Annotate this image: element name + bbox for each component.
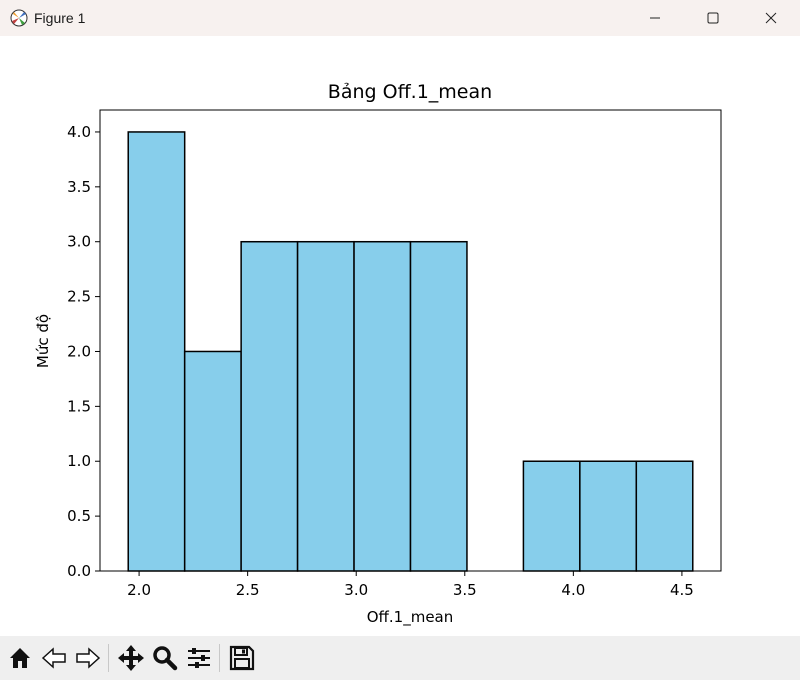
figure-canvas: Bảng Off.1_mean Off.1_mean Mức độ 2.0 2.5… xyxy=(0,36,800,636)
histogram-bar xyxy=(127,131,186,572)
y-tick-label: 4.0 xyxy=(67,123,91,141)
histogram-bar xyxy=(635,460,694,572)
back-button[interactable] xyxy=(38,642,70,674)
y-tick-label: 0.5 xyxy=(67,507,91,525)
maximize-button[interactable] xyxy=(684,0,742,36)
window-title: Figure 1 xyxy=(34,10,86,26)
x-tick-label: 2.0 xyxy=(127,581,151,599)
histogram-bar xyxy=(353,240,412,572)
histogram-bar xyxy=(240,240,299,572)
chart-title: Bảng Off.1_mean xyxy=(328,81,492,103)
bars-group xyxy=(127,131,694,572)
pan-icon xyxy=(118,645,144,671)
y-tick-label: 2.5 xyxy=(67,288,91,306)
back-icon xyxy=(41,647,66,669)
y-tick-label: 2.0 xyxy=(67,342,91,360)
forward-button[interactable] xyxy=(72,642,104,674)
pan-button[interactable] xyxy=(115,642,147,674)
y-ticks-group: 0.0 0.5 1.0 1.5 2.0 2.5 3.0 3.5 4.0 xyxy=(67,123,100,580)
save-icon xyxy=(229,645,255,671)
maximize-icon xyxy=(707,12,719,24)
x-tick-label: 4.5 xyxy=(670,581,694,599)
histogram-bar xyxy=(409,240,468,572)
y-tick-label: 1.0 xyxy=(67,452,91,470)
histogram-chart: Bảng Off.1_mean Off.1_mean Mức độ 2.0 2.5… xyxy=(34,81,722,627)
close-button[interactable] xyxy=(742,0,800,36)
x-tick-label: 4.0 xyxy=(561,581,585,599)
window-controls xyxy=(626,0,800,36)
y-axis-label: Mức độ xyxy=(34,314,52,368)
histogram-bar xyxy=(579,460,638,572)
minimize-icon xyxy=(650,17,660,19)
zoom-button[interactable] xyxy=(149,642,181,674)
matplotlib-icon xyxy=(10,9,28,27)
x-tick-label: 3.5 xyxy=(453,581,477,599)
y-tick-label: 3.0 xyxy=(67,233,91,251)
configure-subplots-button[interactable] xyxy=(183,642,215,674)
close-icon xyxy=(765,12,777,24)
home-icon xyxy=(10,648,30,668)
y-tick-label: 1.5 xyxy=(67,397,91,415)
plot-frame xyxy=(99,109,722,572)
configure-subplots-icon xyxy=(188,648,210,668)
histogram-bar xyxy=(522,460,581,572)
home-button[interactable] xyxy=(4,642,36,674)
y-tick-label: 3.5 xyxy=(67,178,91,196)
histogram-bar xyxy=(183,350,242,572)
zoom-icon xyxy=(153,646,178,671)
forward-icon xyxy=(76,647,101,669)
navigation-toolbar xyxy=(0,636,800,680)
save-button[interactable] xyxy=(226,642,258,674)
toolbar-separator xyxy=(219,644,220,672)
x-tick-label: 3.0 xyxy=(344,581,368,599)
x-ticks-group: 2.0 2.5 3.0 3.5 4.0 4.5 xyxy=(127,571,694,599)
toolbar-separator xyxy=(108,644,109,672)
x-axis-label: Off.1_mean xyxy=(367,608,454,627)
histogram-bar xyxy=(296,240,355,572)
window-titlebar: Figure 1 xyxy=(0,0,800,36)
x-tick-label: 2.5 xyxy=(236,581,260,599)
minimize-button[interactable] xyxy=(626,0,684,36)
y-tick-label: 0.0 xyxy=(67,562,91,580)
